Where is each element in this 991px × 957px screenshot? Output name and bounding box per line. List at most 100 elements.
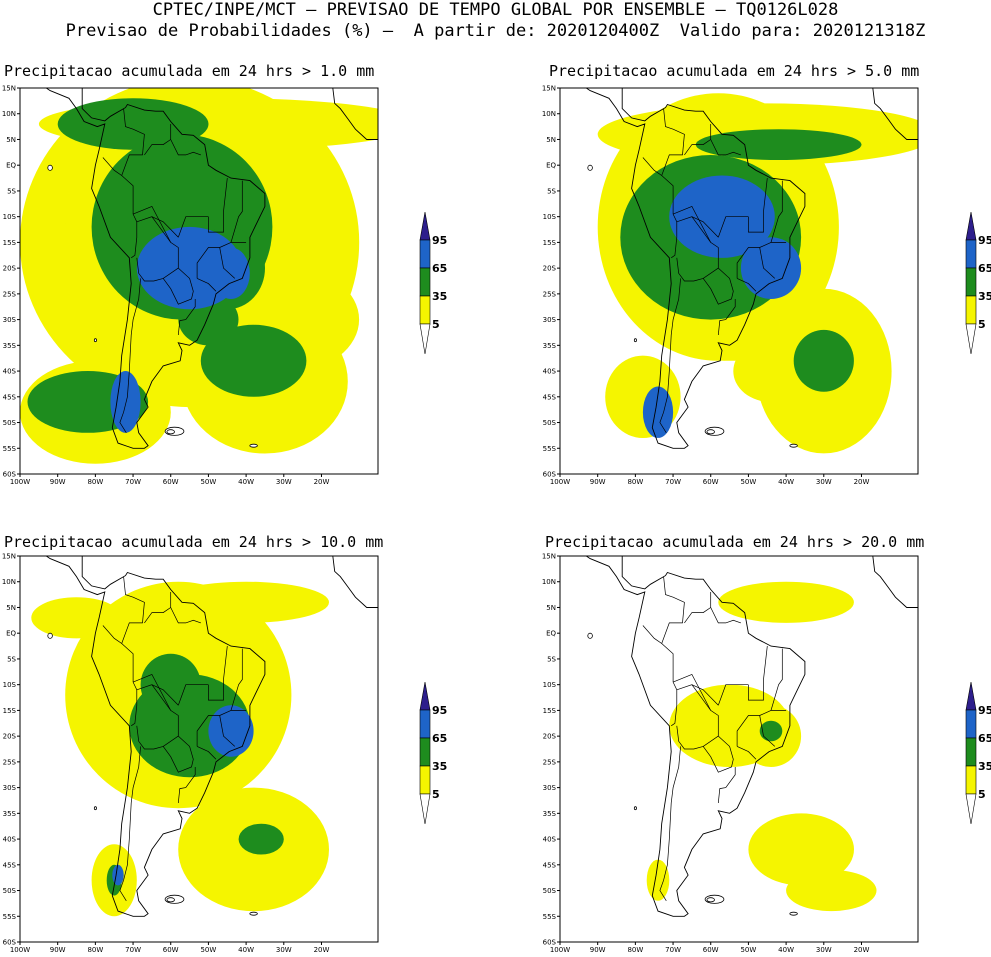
lon-tick-label: 80W xyxy=(87,478,103,486)
country-border xyxy=(177,767,196,804)
main-title: CPTEC/INPE/MCT – PREVISAO DE TEMPO GLOBA… xyxy=(152,0,839,20)
country-border xyxy=(717,684,749,706)
lat-tick-label: 25S xyxy=(543,758,557,766)
map-panel-20mm: 15N 10N 5N EQ 5S 10S 15S 20S 25S 30S 35S 40S 45S 50S 5… xyxy=(542,553,919,954)
lon-tick-label: 100W xyxy=(10,946,30,954)
country-border xyxy=(691,684,719,706)
africa-coast xyxy=(872,556,918,608)
subtitle: Previsao de Probabilidades (%) – A parti… xyxy=(65,21,926,41)
probability-area xyxy=(646,859,670,901)
lat-tick-label: 60S xyxy=(3,471,17,479)
country-border xyxy=(170,139,202,156)
probability-area xyxy=(110,371,141,433)
plot-frame xyxy=(19,87,379,475)
lat-tick-label: 15S xyxy=(543,239,557,247)
country-border xyxy=(196,242,232,279)
legend-label: 5 xyxy=(432,318,440,331)
legend-label: 95 xyxy=(432,704,447,717)
island xyxy=(47,164,53,171)
lon-tick-label: 40W xyxy=(778,478,794,486)
lat-tick-label: 10N xyxy=(542,578,556,586)
lat-tick-label: 60S xyxy=(3,939,17,947)
country-border xyxy=(162,735,194,773)
lon-tick-label: 20W xyxy=(314,946,330,954)
probability-area xyxy=(740,237,802,299)
country-border xyxy=(230,648,247,711)
coastline xyxy=(20,88,266,449)
island xyxy=(93,338,97,343)
country-border xyxy=(132,205,172,243)
lat-tick-label: 5S xyxy=(7,187,16,195)
lon-tick-label: 60W xyxy=(163,478,179,486)
lat-tick-label: 10S xyxy=(3,213,17,221)
probability-area xyxy=(684,715,715,747)
island xyxy=(789,911,798,916)
island xyxy=(706,897,715,903)
lon-tick-label: 90W xyxy=(50,946,66,954)
legend-arrow-top xyxy=(965,681,977,711)
lat-tick-label: 40S xyxy=(3,836,17,844)
lon-tick-label: 20W xyxy=(314,478,330,486)
country-border xyxy=(121,576,145,644)
lat-tick-label: 10N xyxy=(2,110,16,118)
map-panel-5mm: 15N 10N 5N EQ 5S 10S 15S 20S 25S 30S 35S 40S 45S 50S 5… xyxy=(542,85,919,486)
legend-arrow-bottom xyxy=(965,793,977,825)
panel-title-20mm: Precipitacao acumulada em 24 hrs > 20.0 … xyxy=(545,533,925,551)
lon-tick-label: 90W xyxy=(590,946,606,954)
legend-label: 5 xyxy=(978,318,986,331)
lat-tick-label: 45S xyxy=(3,393,17,401)
legend-swatch xyxy=(419,239,431,269)
lat-tick-label: 45S xyxy=(543,861,557,869)
lat-tick-label: 35S xyxy=(543,342,557,350)
probability-area xyxy=(695,129,862,160)
lat-tick-label: 5N xyxy=(546,604,556,612)
country-border xyxy=(177,299,196,336)
country-border xyxy=(177,216,209,238)
lon-tick-label: 30W xyxy=(276,478,292,486)
lat-tick-label: 5S xyxy=(547,187,556,195)
probability-area xyxy=(748,813,854,886)
legend-label: 35 xyxy=(432,290,447,303)
lon-tick-label: 50W xyxy=(200,946,216,954)
country-border xyxy=(151,216,179,238)
country-border xyxy=(162,267,194,305)
lon-tick-label: 20W xyxy=(854,946,870,954)
country-border xyxy=(230,180,247,243)
island xyxy=(249,443,258,448)
island xyxy=(633,806,637,811)
legend-label: 5 xyxy=(978,788,986,801)
lat-tick-label: 20S xyxy=(543,265,557,273)
lon-tick-label: 100W xyxy=(550,478,570,486)
country-border xyxy=(676,684,719,750)
lat-tick-label: 30S xyxy=(3,316,17,324)
lat-tick-label: 15S xyxy=(3,707,17,715)
country-border xyxy=(672,205,712,243)
country-border xyxy=(770,648,787,711)
island xyxy=(47,632,53,639)
lat-tick-label: 10S xyxy=(543,213,557,221)
lat-tick-label: 10S xyxy=(543,681,557,689)
lat-tick-label: 20S xyxy=(543,733,557,741)
country-border xyxy=(132,673,172,711)
island xyxy=(587,632,593,639)
lon-tick-label: 80W xyxy=(627,478,643,486)
lat-tick-label: 45S xyxy=(543,393,557,401)
lon-tick-label: 70W xyxy=(125,946,141,954)
lat-tick-label: 15S xyxy=(543,707,557,715)
probability-area xyxy=(669,175,775,258)
legend-swatch xyxy=(419,267,431,297)
legend-arrow-top xyxy=(419,681,431,711)
country-border xyxy=(196,746,217,760)
lat-tick-label: 10S xyxy=(3,681,17,689)
legend-swatch xyxy=(419,709,431,739)
probability-area xyxy=(200,324,307,397)
legend-label: 65 xyxy=(978,262,991,275)
country-border xyxy=(710,139,742,156)
lat-tick-label: 25S xyxy=(3,758,17,766)
lat-tick-label: 40S xyxy=(3,368,17,376)
country-border xyxy=(759,715,776,747)
legend-arrow-top xyxy=(965,211,977,241)
lon-tick-label: 60W xyxy=(703,478,719,486)
legend-arrow-bottom xyxy=(965,323,977,355)
legend-panel-1mm: 95 65 35 5 xyxy=(419,211,447,355)
